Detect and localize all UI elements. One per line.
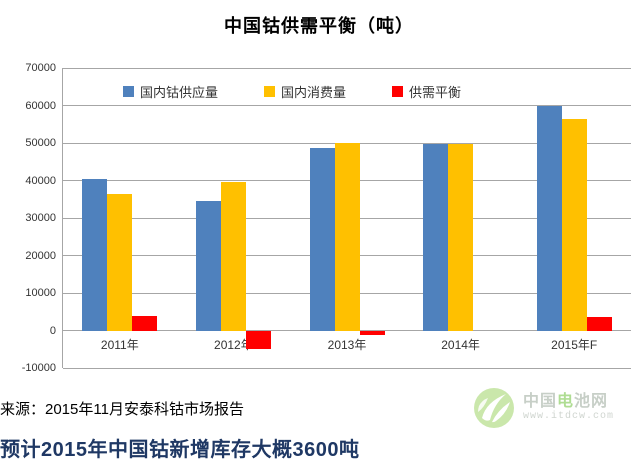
- legend-item-国内钴供应量: 国内钴供应量: [123, 82, 218, 101]
- gridline-70000: [63, 67, 631, 69]
- x-category-label: 2013年: [327, 337, 367, 352]
- x-category-label: 2012年: [214, 337, 253, 352]
- x-category-label: 2014年: [441, 337, 480, 352]
- bar-供需平衡-2015年F: [586, 317, 612, 331]
- y-tick-label: -10000: [21, 362, 56, 374]
- legend-swatch-icon: [264, 86, 276, 97]
- chart-title: 中国钴供需平衡（吨）: [224, 16, 414, 36]
- y-tick-label: 10000: [25, 287, 56, 299]
- x-category-label: 2015年F: [551, 337, 598, 352]
- gridline--10000: [63, 367, 631, 369]
- logo-url: www.itdcw.com: [523, 411, 615, 423]
- y-tick-label: 60000: [25, 99, 56, 112]
- bar-供需平衡-2012年: [245, 330, 271, 350]
- bar-国内钴供应量-2013年: [309, 147, 335, 331]
- y-tick-label: 70000: [25, 62, 56, 74]
- gridline-0: [63, 330, 631, 331]
- legend-item-供需平衡: 供需平衡: [392, 82, 461, 101]
- bar-国内消费量-2014年: [448, 144, 474, 331]
- bar-国内消费量-2015年F: [561, 119, 587, 331]
- bar-国内钴供应量-2014年: [423, 144, 449, 331]
- battery-network-logo-icon: [474, 388, 514, 428]
- bar-国内消费量-2011年: [107, 193, 133, 331]
- y-tick-label: 20000: [25, 249, 56, 262]
- y-tick-label: 0: [49, 324, 56, 337]
- legend-label: 国内钴供应量: [140, 85, 219, 100]
- legend-label: 供需平衡: [409, 85, 462, 100]
- logo-name-prefix: 中国: [523, 393, 558, 411]
- bar-国内钴供应量-2012年: [195, 201, 221, 331]
- legend-label: 国内消费量: [281, 85, 347, 100]
- logo-text: 中国电池网 www.itdcw.com: [523, 393, 614, 423]
- y-tick-label: 50000: [25, 137, 56, 149]
- bar-国内消费量-2012年: [220, 182, 246, 331]
- legend-swatch-icon: [392, 86, 404, 97]
- chart-legend: 国内钴供应量 国内消费量 供需平衡: [123, 82, 461, 101]
- headline: 预计2015年中国钴新增库存大概3600吨: [0, 439, 360, 461]
- bar-供需平衡-2011年: [132, 315, 158, 331]
- y-axis-labels: 70000 60000 50000 40000 30000 20000 10000 0 -100…: [0, 62, 56, 374]
- logo-name-suffix: 池网: [574, 393, 609, 411]
- watermark-logo: 中国电池网 www.itdcw.com: [472, 386, 614, 430]
- legend-swatch-icon: [123, 86, 134, 97]
- bar-供需平衡-2013年: [359, 330, 385, 335]
- x-category-label: 2011年: [100, 337, 139, 352]
- y-tick-label: 40000: [25, 174, 56, 187]
- legend-item-国内消费量: 国内消费量: [264, 82, 346, 101]
- y-tick-label: 30000: [25, 212, 56, 224]
- bar-国内钴供应量-2015年F: [536, 105, 562, 331]
- logo-name: 中国电池网: [523, 393, 614, 411]
- gridline-60000: [63, 105, 631, 106]
- bar-国内钴供应量-2011年: [82, 178, 108, 331]
- bar-国内消费量-2013年: [334, 143, 360, 331]
- logo-name-highlight: 电: [557, 393, 575, 411]
- source-note: 来源：2015年11月安泰科钴市场报告: [0, 401, 244, 418]
- plot-area: 2011年 2012年 2013年 2014年 2015年F: [62, 67, 631, 369]
